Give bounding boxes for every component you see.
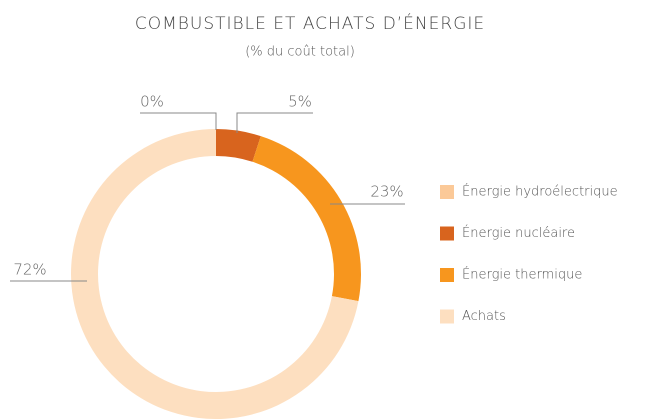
legend-label: Énergie thermique <box>462 267 582 283</box>
legend-swatch <box>440 309 454 324</box>
legend-swatch <box>440 268 454 282</box>
donut-slice <box>216 129 261 162</box>
chart-subtitle: (% du coût total) <box>245 45 355 60</box>
legend-label: Énergie nucléaire <box>462 225 575 241</box>
value-label: 5% <box>288 93 312 111</box>
legend-label: Énergie hydroélectrique <box>462 184 618 200</box>
value-label: 72% <box>13 261 46 279</box>
legend-swatch <box>440 226 454 241</box>
chart-title: COMBUSTIBLE ET ACHATS D’ÉNERGIE <box>135 12 485 34</box>
donut-slice <box>252 136 361 302</box>
value-label: 23% <box>370 183 403 201</box>
leader-line <box>140 112 217 130</box>
legend-swatch <box>440 185 454 199</box>
leader-line <box>236 112 313 133</box>
value-label: 0% <box>140 93 164 111</box>
legend-label: Achats <box>462 309 506 324</box>
